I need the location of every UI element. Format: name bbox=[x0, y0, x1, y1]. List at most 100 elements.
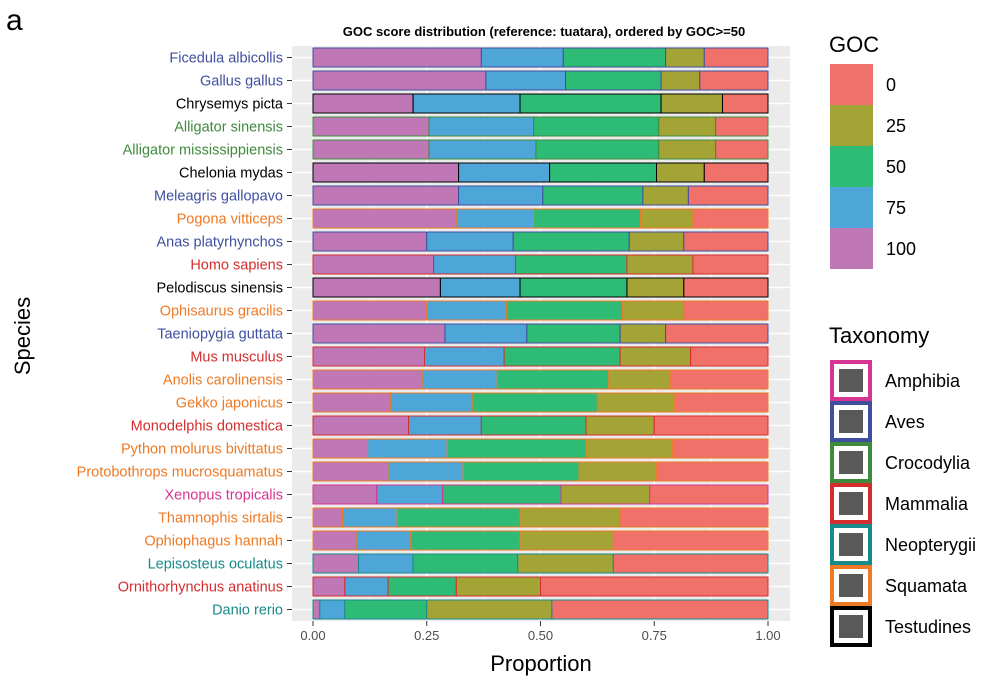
legend-taxonomy-swatch-fill bbox=[839, 451, 863, 474]
bar-segment-goc-0 bbox=[674, 392, 769, 413]
legend-goc-label: 100 bbox=[886, 239, 916, 259]
y-tick-label: Homo sapiens bbox=[190, 258, 283, 274]
y-tick-label: Anas platyrhynchos bbox=[156, 235, 283, 251]
bar-segment-goc-0 bbox=[649, 484, 769, 505]
y-tick-label: Thamnophis sirtalis bbox=[158, 511, 283, 527]
bar-segment-goc-75 bbox=[455, 208, 535, 229]
bar-segment-goc-50 bbox=[526, 323, 621, 344]
legend-taxonomy-label: Crocodylia bbox=[885, 453, 971, 473]
bar-segment-goc-0 bbox=[690, 346, 769, 367]
bar-segment-goc-25 bbox=[619, 323, 667, 344]
bar-segment-goc-75 bbox=[480, 47, 564, 68]
legend-taxonomy-swatch-fill bbox=[839, 533, 863, 556]
legend-taxonomy-label: Amphibia bbox=[885, 371, 961, 391]
bar-segment-goc-25 bbox=[517, 553, 614, 574]
legend-goc-label: 0 bbox=[886, 75, 896, 95]
bar-segment-goc-75 bbox=[408, 415, 482, 436]
bar-segment-goc-100 bbox=[312, 47, 482, 68]
bar-segment-goc-100 bbox=[312, 116, 430, 137]
y-tick-label: Mus musculus bbox=[190, 350, 283, 366]
bar-segment-goc-75 bbox=[376, 484, 444, 505]
bar-segment-goc-25 bbox=[519, 507, 621, 528]
y-tick-label: Meleagris gallopavo bbox=[154, 189, 283, 205]
y-tick-label: Anolis carolinensis bbox=[163, 373, 283, 389]
y-tick-label: Pogona vitticeps bbox=[177, 212, 283, 228]
bar-segment-goc-75 bbox=[389, 392, 473, 413]
bar-segment-goc-25 bbox=[608, 369, 671, 390]
y-axis: Ficedula albicollis Gallus gallus Chrysemy… bbox=[77, 51, 292, 619]
bar-segment-goc-100 bbox=[312, 369, 423, 390]
y-tick-label: Xenopus tropicalis bbox=[165, 488, 284, 504]
chart-title: GOC score distribution (reference: tuata… bbox=[343, 24, 745, 39]
bar-segment-goc-50 bbox=[442, 484, 562, 505]
bar-segment-goc-50 bbox=[446, 438, 587, 459]
bar-segment-goc-75 bbox=[458, 185, 544, 206]
bar-segment-goc-100 bbox=[312, 277, 441, 298]
bar-segment-goc-0 bbox=[692, 208, 769, 229]
y-tick-label: Danio rerio bbox=[212, 603, 283, 619]
bar-segment-goc-25 bbox=[628, 231, 685, 252]
bar-segment-goc-25 bbox=[621, 300, 685, 321]
bar-segment-goc-75 bbox=[342, 507, 398, 528]
bar-segment-goc-100 bbox=[312, 70, 487, 91]
legend-taxonomy: Taxonomy Amphibia Aves Crocodylia Mammalia Ne… bbox=[829, 323, 976, 647]
bar-segment-goc-100 bbox=[312, 530, 357, 551]
legend-goc-swatch bbox=[830, 146, 873, 187]
bar-segment-goc-75 bbox=[319, 599, 346, 620]
bar-segment-goc-25 bbox=[660, 93, 724, 114]
bar-segment-goc-25 bbox=[560, 484, 651, 505]
bar-segment-goc-100 bbox=[312, 162, 460, 183]
bar-segment-goc-100 bbox=[312, 323, 446, 344]
bar-segment-goc-100 bbox=[312, 346, 425, 367]
bar-segment-goc-75 bbox=[367, 438, 448, 459]
bar-segment-goc-100 bbox=[312, 254, 435, 275]
bar-segment-goc-75 bbox=[433, 254, 516, 275]
bar-segment-goc-75 bbox=[426, 231, 514, 252]
y-tick-label: Ophisaurus gracilis bbox=[160, 304, 283, 320]
y-tick-label: Pelodiscus sinensis bbox=[156, 281, 283, 297]
legend-taxonomy-label: Mammalia bbox=[885, 494, 969, 514]
bar-segment-goc-100 bbox=[312, 392, 391, 413]
bar-segment-goc-50 bbox=[549, 162, 658, 183]
bar-segment-goc-100 bbox=[312, 461, 389, 482]
bar-segment-goc-50 bbox=[387, 576, 457, 597]
bar-segment-goc-0 bbox=[540, 576, 769, 597]
legend-goc-label: 75 bbox=[886, 198, 906, 218]
bar-segment-goc-75 bbox=[412, 93, 521, 114]
bar-segment-goc-100 bbox=[312, 438, 369, 459]
legend-goc-swatch bbox=[830, 228, 873, 269]
legend-goc-label: 25 bbox=[886, 116, 906, 136]
bar-segment-goc-0 bbox=[683, 300, 769, 321]
bar-segment-goc-0 bbox=[715, 116, 769, 137]
bar-segment-goc-100 bbox=[312, 415, 410, 436]
bar-segment-goc-0 bbox=[715, 139, 769, 160]
bar-segment-goc-50 bbox=[471, 392, 598, 413]
plot-area bbox=[292, 46, 790, 621]
y-tick-label: Chelonia mydas bbox=[179, 166, 283, 182]
bar-segment-goc-100 bbox=[312, 300, 428, 321]
y-tick-label: Taeniopygia guttata bbox=[157, 327, 284, 343]
bar-segment-goc-25 bbox=[626, 277, 685, 298]
y-tick-label: Alligator sinensis bbox=[174, 120, 283, 136]
bar-segment-goc-50 bbox=[514, 254, 628, 275]
bar-segment-goc-0 bbox=[612, 553, 769, 574]
y-tick-label: Gallus gallus bbox=[200, 74, 283, 90]
legend-goc-label: 50 bbox=[886, 157, 906, 177]
x-tick-label: 0.25 bbox=[414, 628, 439, 643]
bar-segment-goc-50 bbox=[542, 185, 644, 206]
y-tick-label: Ophiophagus hannah bbox=[144, 534, 283, 550]
panel-label: a bbox=[6, 4, 23, 37]
bar-segment-goc-0 bbox=[619, 507, 769, 528]
bar-segment-goc-75 bbox=[355, 530, 412, 551]
bar-segment-goc-0 bbox=[703, 47, 769, 68]
y-tick-label: Gekko japonicus bbox=[176, 396, 283, 412]
bar-segment-goc-25 bbox=[658, 139, 717, 160]
bar-segment-goc-100 bbox=[312, 208, 457, 229]
bar-segment-goc-100 bbox=[312, 484, 378, 505]
x-tick-label: 0.75 bbox=[642, 628, 667, 643]
y-tick-label: Ornithorhynchus anatinus bbox=[118, 580, 283, 596]
bar-segment-goc-50 bbox=[462, 461, 580, 482]
bar-segment-goc-50 bbox=[533, 208, 642, 229]
bar-segment-goc-50 bbox=[496, 369, 610, 390]
